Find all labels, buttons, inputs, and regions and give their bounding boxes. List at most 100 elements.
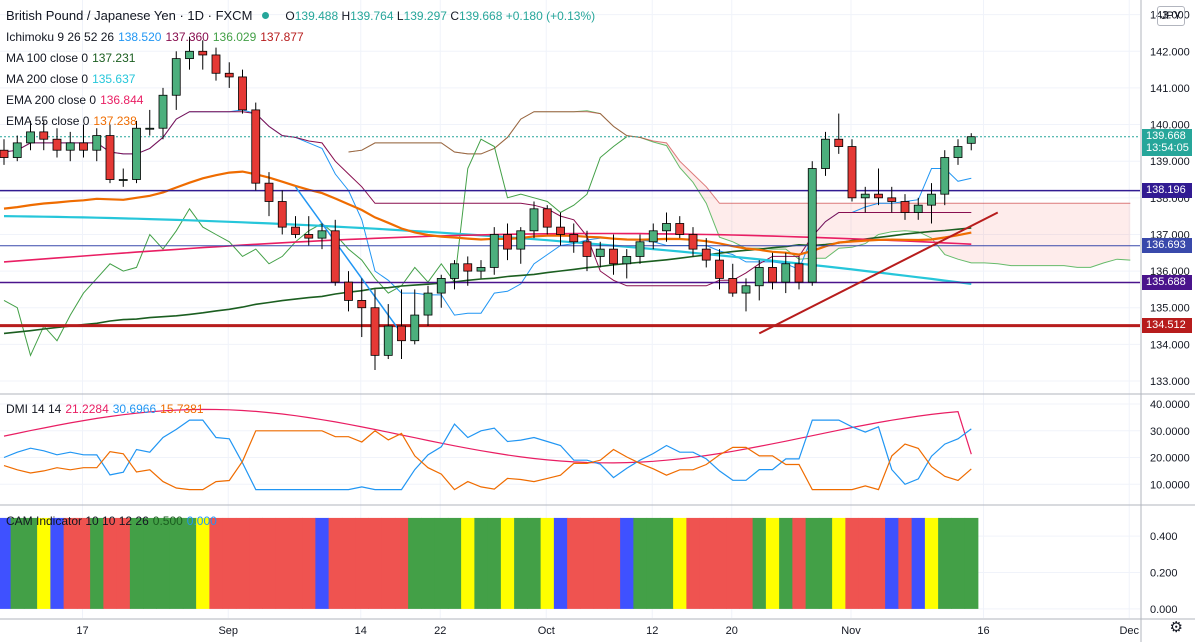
candle-body	[0, 149, 9, 158]
cam-bar	[302, 517, 316, 609]
candle-body	[927, 193, 936, 206]
cam-bar	[169, 517, 184, 609]
cam-bar	[474, 517, 489, 609]
candle-body	[105, 135, 115, 180]
ichimoku-cloud-segment	[759, 203, 773, 250]
indicator-legend-4[interactable]: EMA 55 close 0 137.238	[6, 114, 137, 128]
legend-value: 136.029	[212, 30, 257, 44]
ichimoku-cloud-segment	[732, 203, 746, 249]
legend-value: 0.500	[152, 514, 183, 528]
legend-value: 137.238	[93, 114, 137, 128]
legend-value: 136.844	[100, 93, 144, 107]
legend-value: 137.231	[92, 51, 136, 65]
cam-bar	[514, 517, 528, 609]
price-axis-label: 134.512	[1142, 318, 1192, 334]
candle-body	[12, 142, 22, 158]
currency-badge[interactable]: JPY	[1157, 6, 1185, 26]
cam-bar	[461, 517, 475, 609]
candle-body	[436, 278, 446, 294]
legend-value: 0.000	[186, 514, 217, 528]
candle-body	[291, 226, 300, 235]
cam-bar	[752, 517, 767, 609]
symbol-title[interactable]: British Pound / Japanese Yen · 1D · FXCM	[6, 8, 253, 23]
cam-bar	[421, 517, 436, 609]
cam-bar	[90, 517, 104, 609]
ohlc-key-H: H	[341, 9, 351, 23]
candle-body	[582, 241, 592, 257]
price-tick-label: 134.000	[1150, 339, 1190, 351]
ichimoku-cloud-segment	[1090, 203, 1104, 268]
candle-body	[887, 197, 897, 202]
candle-body	[39, 131, 49, 140]
cam-tick-label: 0.200	[1150, 568, 1178, 580]
cam-bar	[898, 517, 913, 609]
gear-icon[interactable]: ⚙	[1169, 619, 1183, 636]
ichimoku-cloud-segment	[1037, 203, 1051, 266]
cam-bar	[196, 517, 210, 609]
candle-body	[622, 256, 632, 265]
dmi-tick-label: 10.0000	[1150, 479, 1190, 491]
ohlc-value-C: 139.668	[458, 9, 503, 23]
candle-body	[489, 234, 499, 268]
price-axis-label: 136.693	[1142, 238, 1192, 254]
cam-tick-label: 0.000	[1150, 604, 1178, 616]
ohlc-change: +0.180 (+0.13%)	[505, 9, 596, 23]
cam-bar	[328, 517, 343, 609]
cam-bar	[143, 517, 157, 609]
cam-bar	[355, 517, 369, 609]
dmi-minus-line	[3, 430, 972, 491]
legend-label: DMI 14 14	[6, 402, 62, 416]
candle-body	[370, 307, 380, 356]
ohlc-key-L: L	[396, 9, 404, 23]
indicator-legend-3[interactable]: EMA 200 close 0 136.844	[6, 93, 143, 107]
candle-body	[516, 230, 526, 250]
candle-body	[648, 230, 658, 243]
candle-body	[754, 267, 764, 287]
candle-body	[781, 263, 791, 283]
time-tick-label: 12	[646, 625, 658, 637]
price-tick-label: 140.000	[1150, 120, 1190, 132]
cam-bar	[235, 517, 250, 609]
indicator-legend-0[interactable]: Ichimoku 9 26 52 26 138.520 137.360 136.029…	[6, 30, 304, 44]
candle-body	[410, 314, 420, 342]
cam-bar	[487, 517, 502, 609]
indicator-legend-1[interactable]: MA 100 close 0 137.231	[6, 51, 135, 65]
legend-value: 137.877	[260, 30, 304, 44]
candle-body	[198, 50, 208, 56]
time-tick-label: Oct	[538, 625, 555, 637]
candle-body	[251, 109, 261, 184]
candle-body	[953, 146, 963, 158]
cam-bar	[381, 517, 396, 609]
price-tick-label: 141.000	[1150, 83, 1190, 95]
cam-bar	[249, 517, 263, 609]
ichimoku-cloud-segment	[772, 203, 786, 250]
cam-bar	[792, 517, 807, 609]
price-tick-label: 133.000	[1150, 376, 1190, 388]
ichimoku-cloud-segment	[852, 203, 866, 248]
cam-bar	[871, 517, 886, 609]
cam-bar	[103, 517, 118, 609]
candle-body	[503, 234, 512, 250]
candle-body	[132, 127, 141, 180]
candle-body	[26, 131, 35, 144]
ichimoku-cloud-segment	[693, 174, 707, 204]
ichimoku-cloud-segment	[1011, 203, 1025, 266]
candle-body	[304, 234, 314, 239]
ohlc-readout: O139.488 H139.764 L139.297 C139.668 +0.1…	[285, 9, 595, 23]
cam-legend[interactable]: CAM Indicator 10 10 12 26 0.500 0.000	[6, 514, 217, 528]
cam-bar	[262, 517, 277, 609]
ohlc-key-O: O	[285, 9, 295, 23]
candle-body	[65, 142, 75, 151]
cam-bar	[540, 517, 555, 609]
dmi-legend[interactable]: DMI 14 14 21.2284 30.6966 15.7381	[6, 402, 204, 416]
cam-bar	[368, 517, 383, 609]
legend-label: Ichimoku 9 26 52 26	[6, 30, 115, 44]
cam-bar	[500, 517, 515, 609]
candle-body	[609, 248, 618, 265]
candle-body	[860, 193, 870, 199]
candle-body	[317, 230, 327, 239]
indicator-legend-2[interactable]: MA 200 close 0 135.637	[6, 72, 135, 86]
cam-bar	[699, 517, 714, 609]
candle-body	[450, 263, 459, 279]
